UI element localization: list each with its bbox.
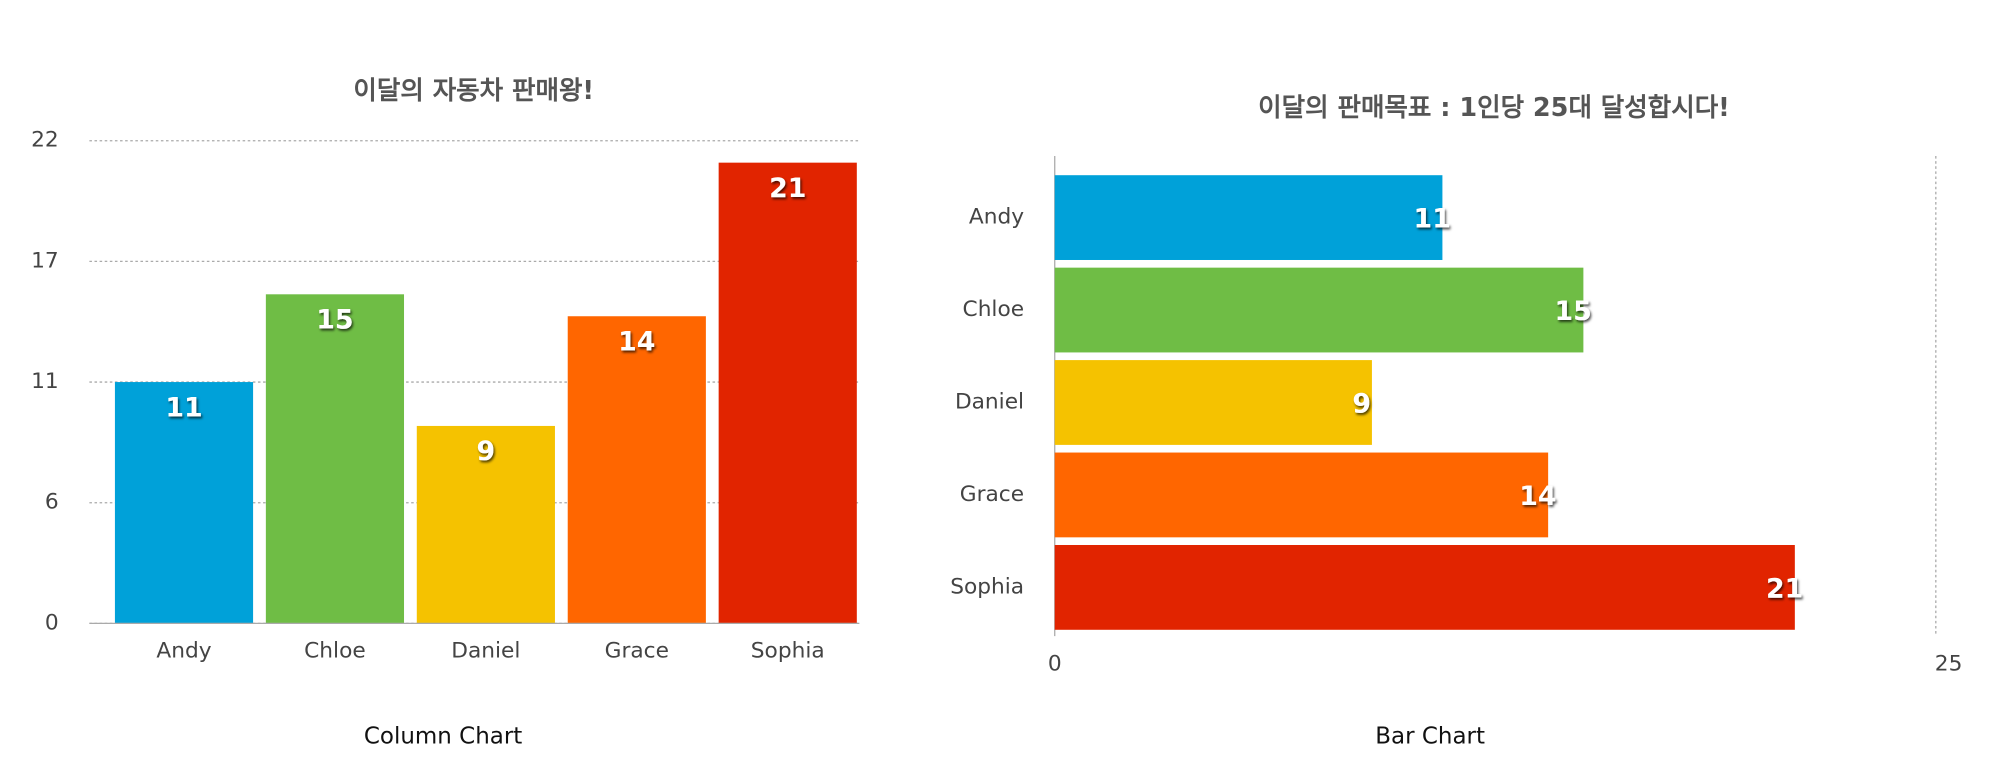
value-label: 14 — [618, 327, 655, 358]
x-tick-label: Andy — [156, 638, 211, 663]
bar — [718, 162, 857, 624]
value-label: 15 — [316, 305, 353, 336]
value-label: 11 — [1414, 204, 1451, 235]
x-tick-label: Daniel — [451, 638, 520, 663]
x-tick-label: Chloe — [304, 638, 366, 663]
chart-title: 이달의 자동차 판매왕! — [353, 76, 594, 106]
bar — [265, 294, 405, 624]
bar — [1054, 452, 1549, 538]
bar — [114, 382, 254, 624]
y-tick-label: 6 — [45, 490, 59, 515]
value-label: 9 — [477, 436, 496, 467]
value-label: 11 — [165, 392, 202, 423]
bar — [1054, 544, 1795, 630]
y-tick-label: 0 — [45, 610, 59, 635]
value-label: 9 — [1352, 389, 1371, 420]
x-tick-label: Sophia — [751, 638, 825, 663]
y-tick-label: Grace — [960, 482, 1024, 507]
bar — [1054, 175, 1443, 260]
value-label: 21 — [769, 173, 806, 204]
value-label: 14 — [1519, 481, 1556, 512]
chart-caption: Bar Chart — [1375, 724, 1485, 750]
x-tick-label: 0 — [1048, 651, 1062, 676]
bar — [416, 425, 555, 624]
y-tick-label: 11 — [31, 369, 59, 394]
y-tick-label: 17 — [31, 248, 59, 273]
value-label: 21 — [1766, 573, 1803, 604]
bar — [1054, 267, 1584, 353]
value-label: 15 — [1555, 296, 1592, 327]
x-tick-label: Grace — [605, 638, 669, 663]
y-tick-label: 22 — [31, 128, 59, 153]
y-tick-label: Sophia — [950, 574, 1024, 599]
x-tick-label: 25 — [1935, 651, 1963, 676]
chart-caption: Column Chart — [364, 724, 522, 750]
bar — [567, 316, 706, 624]
chart-title: 이달의 판매목표 : 1인당 25대 달성합시다! — [1258, 93, 1730, 123]
y-tick-label: Daniel — [955, 389, 1024, 414]
y-tick-label: Andy — [969, 205, 1024, 230]
bar — [1054, 360, 1372, 445]
y-tick-label: Chloe — [963, 297, 1025, 322]
